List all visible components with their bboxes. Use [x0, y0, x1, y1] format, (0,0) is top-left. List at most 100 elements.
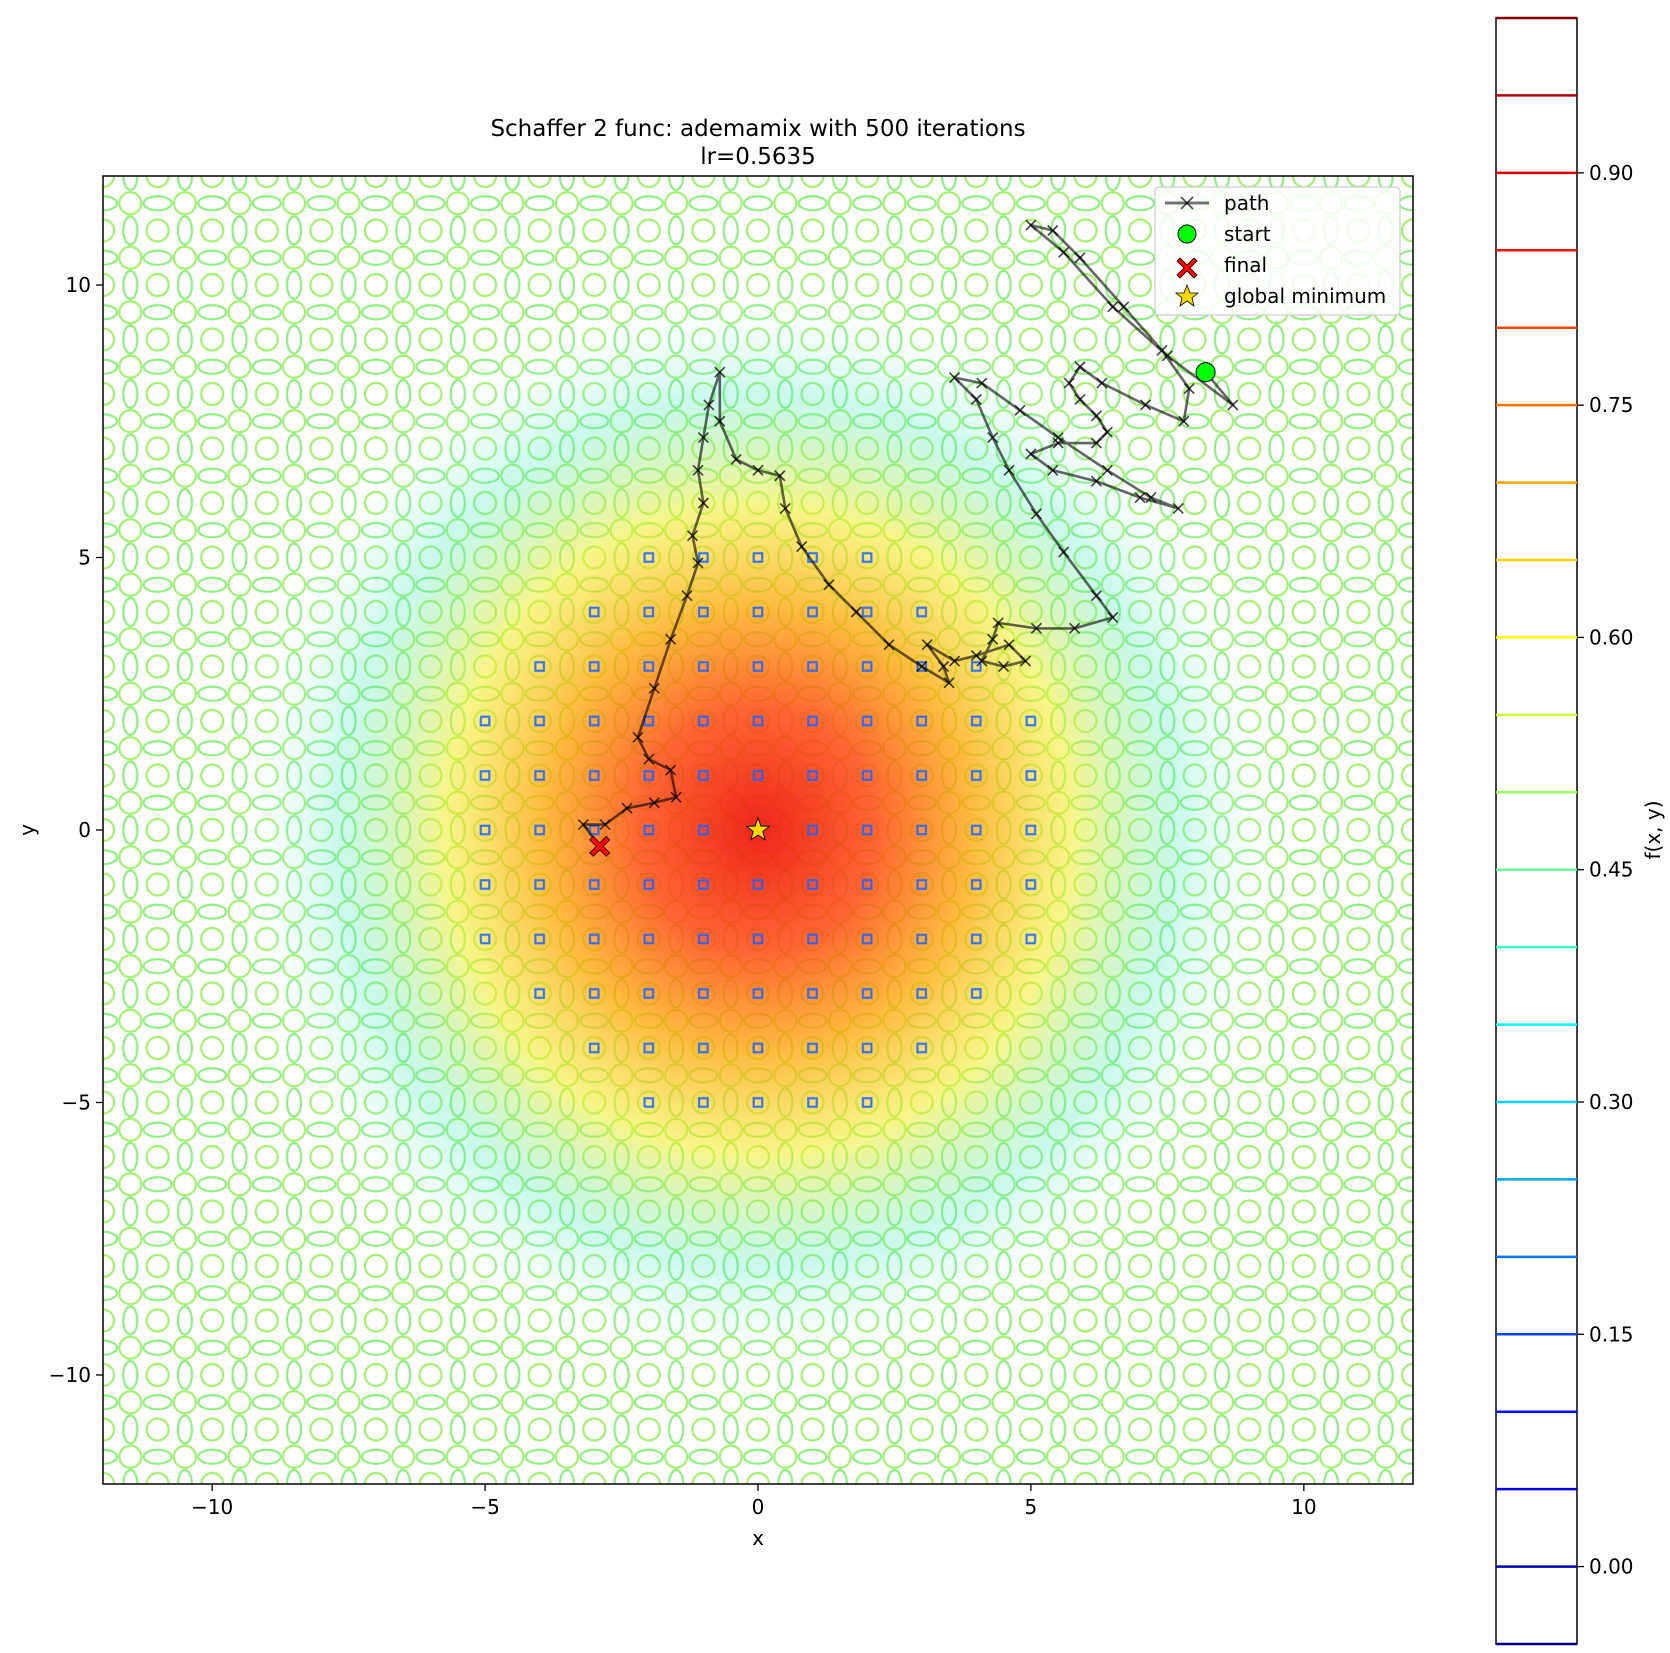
path-point-marker: [599, 818, 611, 831]
path-point-marker: [921, 639, 933, 651]
final-marker: [589, 835, 611, 857]
path-point-marker: [987, 432, 999, 444]
legend-box: [1154, 186, 1401, 316]
legend-label-path: path: [1224, 191, 1269, 215]
path-point-marker: [948, 655, 961, 667]
path-point-marker: [643, 753, 655, 765]
path-point-marker: [648, 682, 660, 694]
path-point-marker: [665, 764, 677, 776]
path-point-marker: [1014, 404, 1026, 416]
path-point-marker: [714, 415, 726, 427]
legend: path start global minimum final: [1154, 186, 1401, 316]
path-point-marker: [987, 633, 999, 645]
y-axis-label: y: [15, 824, 39, 836]
path-point-marker: [1047, 224, 1059, 237]
x-tick-label: −10: [191, 1495, 233, 1519]
path-point-marker: [1134, 491, 1146, 504]
path-point-marker: [1096, 377, 1108, 389]
path-point-marker: [665, 633, 677, 645]
path-point-marker: [774, 470, 786, 482]
x-axis-ticks: −10 −5 0 5 10: [191, 1484, 1317, 1519]
path-point-marker: [1003, 464, 1015, 476]
path-point-marker: [632, 731, 644, 743]
path-point-marker: [938, 660, 950, 673]
path-point-marker: [1019, 655, 1032, 667]
path-point-marker: [916, 660, 928, 673]
path-point-marker: [1178, 415, 1190, 427]
y-tick-label: −10: [49, 1363, 91, 1387]
optimizer-path-layer: [577, 219, 1239, 852]
colorbar-tick-label: 0.00: [1589, 1555, 1634, 1579]
x-tick-label: 0: [752, 1495, 765, 1519]
marker-layer: [589, 362, 1216, 857]
legend-label-final: final: [1224, 253, 1267, 277]
path-point-marker: [1058, 546, 1070, 558]
x-tick-label: −5: [470, 1495, 499, 1519]
path-point-marker: [850, 606, 862, 618]
colorbar-tick-label: 0.15: [1589, 1322, 1634, 1346]
path-point-marker: [1107, 301, 1119, 313]
colorbar-tick-label: 0.75: [1589, 393, 1634, 417]
legend-global-minimum-marker: [1174, 283, 1200, 307]
y-axis-ticks: −10 −5 0 5 10: [49, 273, 103, 1387]
path-point-marker: [714, 366, 726, 378]
path-point-marker: [1003, 639, 1015, 651]
path-point-marker: [1156, 344, 1168, 356]
path-point-marker: [703, 399, 715, 411]
legend-start-marker: [1177, 224, 1197, 244]
path-point-marker: [779, 502, 791, 515]
path-point-marker: [1101, 464, 1113, 476]
colorbar-tick-label: 0.45: [1589, 858, 1634, 882]
path-point-marker: [823, 579, 835, 591]
path-point-marker: [648, 797, 660, 809]
x-axis-label: x: [752, 1526, 764, 1550]
path-point-marker: [697, 497, 709, 509]
path-point-marker: [692, 464, 704, 476]
chart-title: Schaffer 2 func: ademamix with 500 itera…: [490, 116, 1025, 142]
x-tick-label: 5: [1025, 1495, 1038, 1519]
path-point-marker: [1030, 622, 1042, 634]
colorbar-tick-label: 0.30: [1589, 1090, 1634, 1114]
path-point-marker: [697, 432, 709, 444]
path-point-marker: [992, 617, 1004, 629]
path-point-marker: [1052, 432, 1064, 444]
path-point-marker: [1047, 464, 1059, 476]
path-point-marker: [1090, 590, 1102, 602]
global-minimum-marker: [745, 816, 771, 841]
y-tick-label: 0: [78, 818, 91, 842]
colorbar-tick-label: 0.60: [1589, 625, 1634, 649]
path-point-marker: [686, 530, 699, 542]
path-point-marker: [796, 541, 808, 553]
path-point-marker: [943, 677, 955, 689]
colorbar-frame: [1495, 17, 1578, 1645]
path-point-marker: [970, 393, 982, 406]
legend-label-global-minimum: global minimum: [1224, 284, 1386, 308]
path-point-marker: [998, 660, 1010, 673]
path-point-marker: [1052, 437, 1064, 449]
path-point-marker: [1101, 426, 1113, 438]
path-point-marker: [1107, 611, 1119, 624]
x-tick-label: 10: [1291, 1495, 1316, 1519]
colorbar-tick-label: 0.90: [1589, 161, 1634, 185]
path-point-marker: [1025, 219, 1037, 231]
path-point-marker: [970, 650, 982, 662]
colorbar-levels: [1496, 16, 1577, 1646]
path-point-marker: [1025, 448, 1037, 460]
path-point-marker: [1183, 382, 1195, 395]
path-point-marker: [1074, 252, 1086, 264]
path-point-marker: [976, 377, 988, 389]
path-point-marker: [1227, 399, 1239, 411]
path-point-marker: [1058, 246, 1070, 258]
start-marker: [1195, 362, 1216, 383]
y-tick-label: 10: [66, 273, 91, 297]
y-tick-label: 5: [78, 546, 91, 570]
path-point-marker: [752, 464, 764, 476]
path-point-marker: [1090, 410, 1102, 422]
path-point-marker: [1090, 437, 1102, 449]
colorbar-ticks: 0.00 0.15 0.30 0.45 0.60 0.75 0.90: [1577, 161, 1634, 1579]
legend-final-marker: [1176, 257, 1198, 279]
chart-subtitle: lr=0.5635: [700, 144, 816, 170]
path-point-marker: [1074, 361, 1086, 373]
path-point-marker: [883, 639, 895, 651]
